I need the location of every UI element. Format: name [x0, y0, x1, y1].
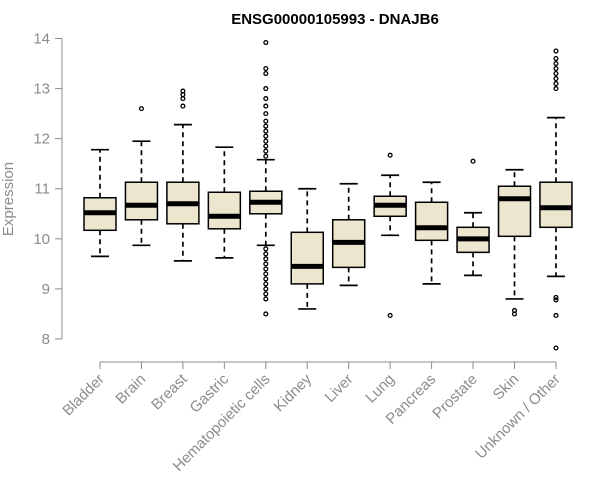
box-group — [124, 106, 159, 247]
y-axis-label: Expression — [0, 162, 17, 236]
outlier-point — [263, 66, 269, 72]
iqr-box — [124, 181, 159, 221]
y-tick-label: 10 — [33, 231, 50, 248]
y-tick-label: 9 — [42, 281, 50, 298]
outlier-point — [263, 71, 269, 77]
box-group — [373, 152, 407, 318]
y-tick-label: 14 — [33, 31, 50, 48]
iqr-box — [207, 191, 242, 230]
outlier-point — [263, 296, 269, 302]
outlier-point — [511, 307, 518, 313]
outlier-point — [387, 312, 393, 318]
outlier-point — [263, 246, 269, 252]
outlier-point — [263, 271, 269, 277]
outlier-point — [263, 111, 269, 117]
outlier-point — [180, 88, 186, 94]
outlier-point — [138, 106, 145, 112]
outlier-point — [263, 276, 269, 282]
box-group — [249, 39, 283, 317]
outlier-point — [553, 81, 559, 87]
outlier-point — [263, 291, 269, 297]
outlier-point — [263, 128, 269, 134]
outlier-point — [180, 103, 186, 109]
y-tick-label: 8 — [42, 331, 50, 348]
x-tick-label: Kidney — [271, 370, 316, 415]
outlier-point — [263, 133, 269, 139]
box-group — [456, 158, 490, 277]
y-axis: 8 9 10 11 12 13 14 — [33, 31, 63, 348]
x-tick-label: Lung — [362, 371, 398, 407]
box-group — [207, 146, 242, 259]
outlier-point — [263, 148, 269, 154]
box-group — [331, 182, 366, 287]
outlier-point — [263, 138, 269, 144]
outlier-point — [263, 96, 269, 102]
x-tick-label: Bladder — [59, 371, 108, 420]
y-tick-label: 12 — [33, 131, 50, 148]
outlier-point — [553, 60, 559, 67]
box-group — [290, 187, 324, 310]
outlier-point — [263, 153, 269, 159]
outlier-point — [263, 261, 269, 267]
outlier-point — [553, 312, 559, 318]
outlier-point — [263, 118, 269, 124]
iqr-box — [539, 181, 573, 229]
outlier-point — [263, 266, 269, 272]
box-group — [166, 88, 200, 262]
x-tick-label: Brain — [112, 371, 149, 408]
outlier-point — [180, 96, 186, 102]
outlier-point — [553, 76, 559, 82]
outlier-point — [263, 86, 269, 92]
box-group — [497, 168, 532, 317]
x-tick-label: Breast — [148, 370, 191, 413]
x-tick-label: Skin — [490, 371, 523, 404]
chart-title: ENSG00000105993 - DNAJB6 — [231, 11, 439, 28]
x-tick-label: Liver — [322, 371, 357, 406]
iqr-box — [290, 231, 324, 285]
y-tick-label: 13 — [33, 81, 50, 98]
boxes-group — [83, 39, 573, 351]
outlier-point — [263, 251, 269, 257]
outlier-point — [553, 294, 559, 300]
outlier-point — [553, 48, 559, 54]
outlier-point — [263, 256, 269, 262]
iqr-box — [414, 201, 449, 242]
outlier-point — [263, 286, 269, 292]
outlier-point — [263, 311, 269, 317]
outlier-point — [553, 71, 559, 77]
iqr-box — [497, 185, 532, 238]
outlier-point — [263, 39, 269, 46]
outlier-point — [263, 103, 269, 109]
outlier-point — [553, 66, 559, 72]
outlier-point — [553, 345, 559, 351]
outlier-point — [387, 152, 393, 158]
outlier-point — [263, 143, 269, 149]
y-tick-label: 11 — [34, 181, 50, 198]
x-tick-label: Prostate — [429, 371, 481, 423]
box-group — [539, 48, 573, 351]
outlier-point — [553, 297, 559, 303]
box-group — [414, 181, 449, 285]
outlier-point — [470, 158, 476, 164]
outlier-point — [263, 123, 269, 129]
box-group — [83, 148, 117, 258]
outlier-point — [263, 281, 269, 287]
outlier-point — [553, 86, 559, 92]
outlier-point — [553, 55, 559, 62]
